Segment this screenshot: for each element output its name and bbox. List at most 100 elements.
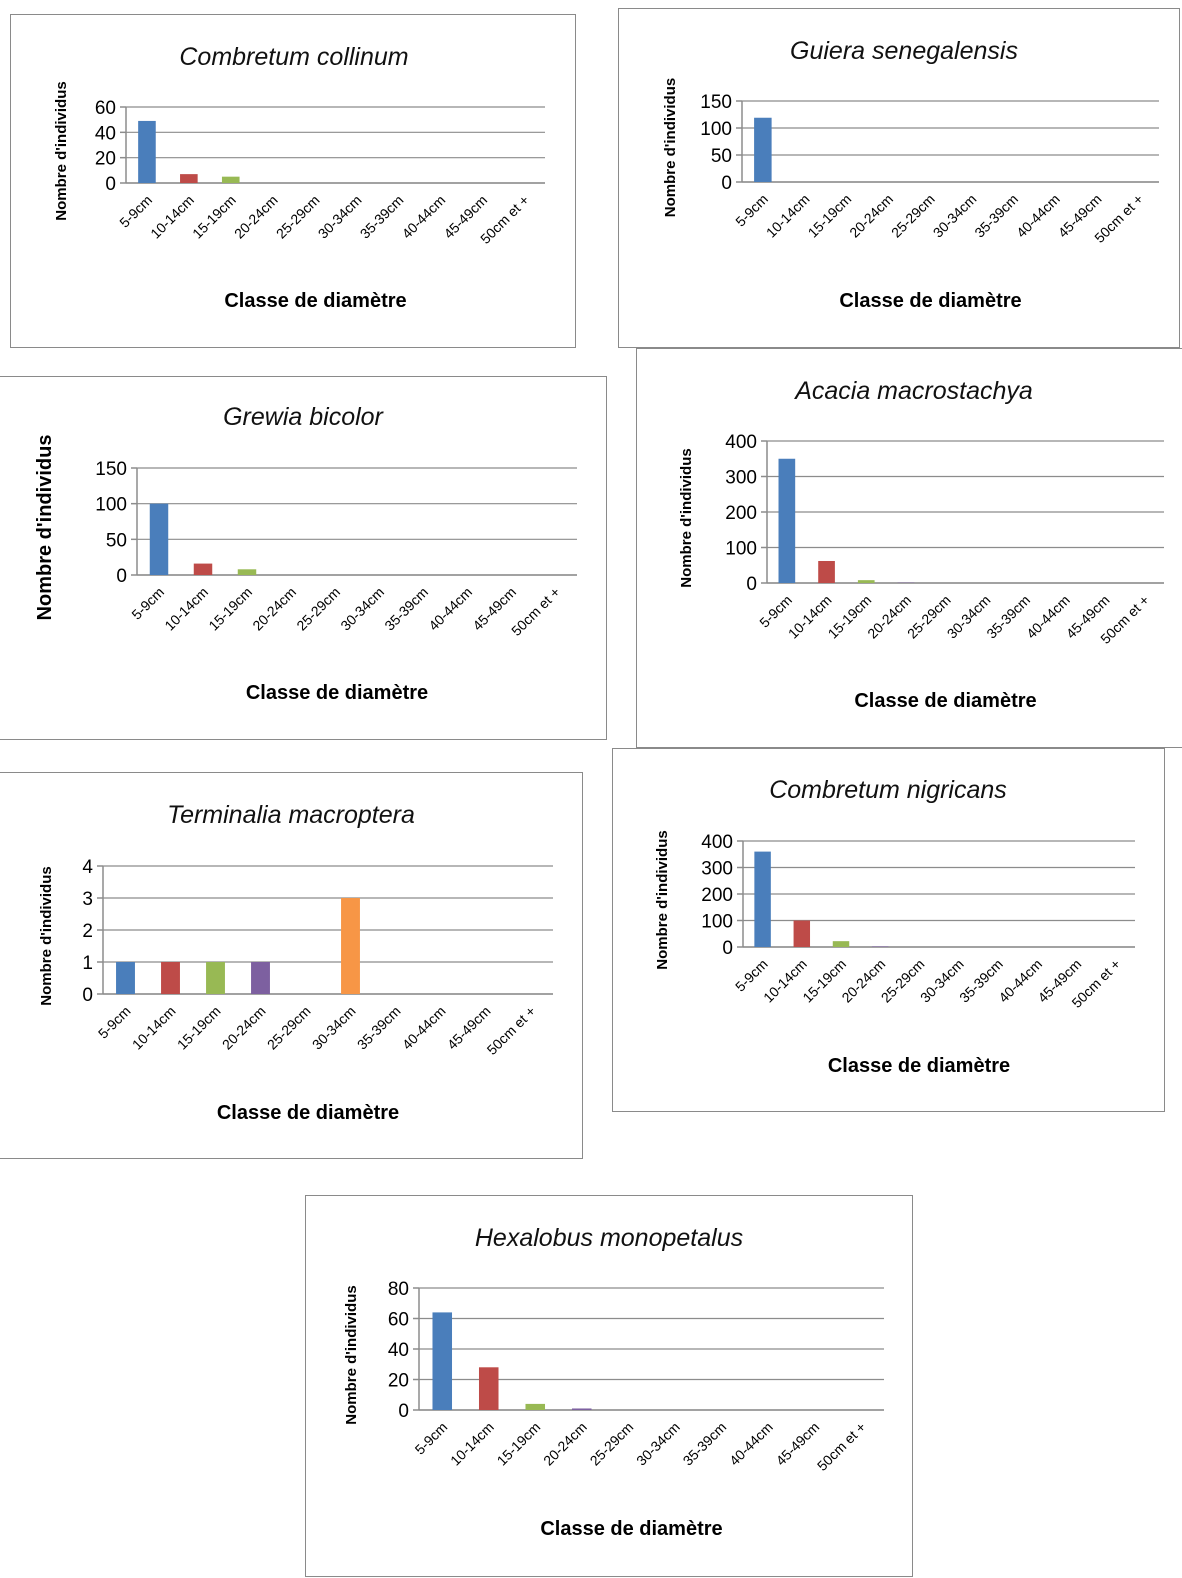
y-axis-label: Nombre d'individus: [343, 1285, 360, 1424]
x-tick-label: 10-14cm: [763, 191, 813, 241]
x-tick-label: 10-14cm: [147, 192, 197, 242]
y-tick-label: 0: [398, 1401, 409, 1422]
bar: [754, 852, 770, 947]
y-tick-label: 150: [700, 92, 732, 113]
y-axis-label: Nombre d'individus: [38, 866, 55, 1005]
x-tick-label: 30-34cm: [930, 191, 980, 241]
y-tick-label: 100: [700, 119, 732, 140]
chart-svg: Terminalia macroptera012345-9cm10-14cm15…: [0, 773, 584, 1160]
x-axis-label: Classe de diamètre: [246, 682, 428, 704]
x-tick-label: 15-19cm: [174, 1003, 224, 1053]
x-tick-label: 15-19cm: [494, 1419, 544, 1469]
x-tick-label: 40-44cm: [399, 192, 449, 242]
chart-svg: Acacia macrostachya01002003004005-9cm10-…: [637, 349, 1182, 749]
chart-svg: Hexalobus monopetalus0204060805-9cm10-14…: [306, 1196, 914, 1578]
y-tick-label: 400: [701, 832, 733, 853]
bar: [138, 121, 156, 183]
y-axis-label: Nombre d'individus: [34, 435, 56, 621]
x-tick-label: 30-34cm: [337, 584, 387, 634]
y-tick-label: 60: [388, 1310, 409, 1331]
x-tick-label: 50cm et +: [508, 584, 563, 639]
bar: [525, 1404, 545, 1410]
x-tick-label: 20-24cm: [231, 192, 281, 242]
bar: [251, 962, 270, 994]
bar: [150, 504, 168, 575]
y-tick-label: 0: [82, 985, 93, 1006]
y-axis-label: Nombre d'individus: [53, 81, 70, 220]
x-tick-label: 25-29cm: [273, 192, 323, 242]
x-tick-label: 20-24cm: [219, 1003, 269, 1053]
chart-title: Acacia macrostachya: [793, 377, 1033, 405]
x-tick-label: 35-39cm: [357, 192, 407, 242]
chart-title: Hexalobus monopetalus: [475, 1224, 743, 1252]
x-tick-label: 30-34cm: [633, 1419, 683, 1469]
bar: [222, 177, 240, 183]
x-axis-label: Classe de diamètre: [224, 290, 406, 312]
chart-svg: Combretum nigricans01002003004005-9cm10-…: [613, 749, 1166, 1113]
x-tick-label: 10-14cm: [161, 584, 211, 634]
y-axis-label: Nombre d'individus: [662, 78, 679, 217]
x-tick-label: 20-24cm: [846, 191, 896, 241]
y-tick-label: 1: [82, 953, 93, 974]
bar: [818, 561, 835, 583]
y-tick-label: 80: [388, 1279, 409, 1300]
y-tick-label: 2: [82, 921, 93, 942]
bar: [572, 1408, 592, 1410]
x-tick-label: 35-39cm: [381, 584, 431, 634]
y-tick-label: 200: [701, 885, 733, 906]
x-tick-label: 40-44cm: [425, 584, 475, 634]
bar: [779, 459, 796, 583]
x-axis-label: Classe de diamètre: [217, 1102, 399, 1124]
x-tick-label: 50cm et +: [814, 1419, 869, 1474]
x-tick-label: 25-29cm: [587, 1419, 637, 1469]
bar: [858, 580, 875, 583]
x-axis-label: Classe de diamètre: [854, 690, 1036, 712]
x-tick-label: 15-19cm: [205, 584, 255, 634]
y-tick-label: 0: [746, 574, 757, 595]
x-tick-label: 35-39cm: [680, 1419, 730, 1469]
chart-title: Combretum nigricans: [769, 776, 1007, 804]
y-axis-label: Nombre d'individus: [654, 830, 671, 969]
bar: [206, 962, 225, 994]
x-tick-label: 5-9cm: [128, 584, 167, 623]
chart-svg: Guiera senegalensis0501001505-9cm10-14cm…: [619, 9, 1181, 349]
y-tick-label: 40: [388, 1340, 409, 1361]
x-tick-label: 10-14cm: [129, 1003, 179, 1053]
x-tick-label: 20-24cm: [249, 584, 299, 634]
bar: [194, 564, 212, 575]
bar: [479, 1367, 499, 1410]
x-axis-label: Classe de diamètre: [540, 1518, 722, 1540]
x-tick-label: 5-9cm: [95, 1003, 134, 1042]
y-tick-label: 0: [116, 566, 127, 587]
x-tick-label: 35-39cm: [354, 1003, 404, 1053]
y-axis-label: Nombre d'individus: [678, 448, 695, 587]
y-tick-label: 3: [82, 889, 93, 910]
x-tick-label: 25-29cm: [888, 191, 938, 241]
x-tick-label: 40-44cm: [1013, 191, 1063, 241]
y-tick-label: 100: [725, 539, 757, 560]
x-tick-label: 30-34cm: [315, 192, 365, 242]
y-tick-label: 100: [95, 495, 127, 516]
y-tick-label: 60: [95, 98, 116, 119]
x-tick-label: 40-44cm: [399, 1003, 449, 1053]
y-tick-label: 300: [701, 859, 733, 880]
chart-title: Grewia bicolor: [223, 403, 384, 431]
x-tick-label: 40-44cm: [726, 1419, 776, 1469]
x-tick-label: 5-9cm: [412, 1419, 451, 1458]
bar: [754, 118, 772, 182]
y-tick-label: 0: [722, 938, 733, 959]
y-tick-label: 4: [82, 857, 93, 878]
bar: [833, 941, 849, 947]
x-tick-label: 35-39cm: [971, 191, 1021, 241]
chart-title: Combretum collinum: [179, 43, 408, 71]
y-tick-label: 40: [95, 123, 116, 144]
bar: [341, 898, 360, 994]
chart-title: Guiera senegalensis: [790, 37, 1018, 65]
x-tick-label: 20-24cm: [540, 1419, 590, 1469]
x-tick-label: 5-9cm: [116, 192, 155, 231]
y-tick-label: 400: [725, 432, 757, 453]
